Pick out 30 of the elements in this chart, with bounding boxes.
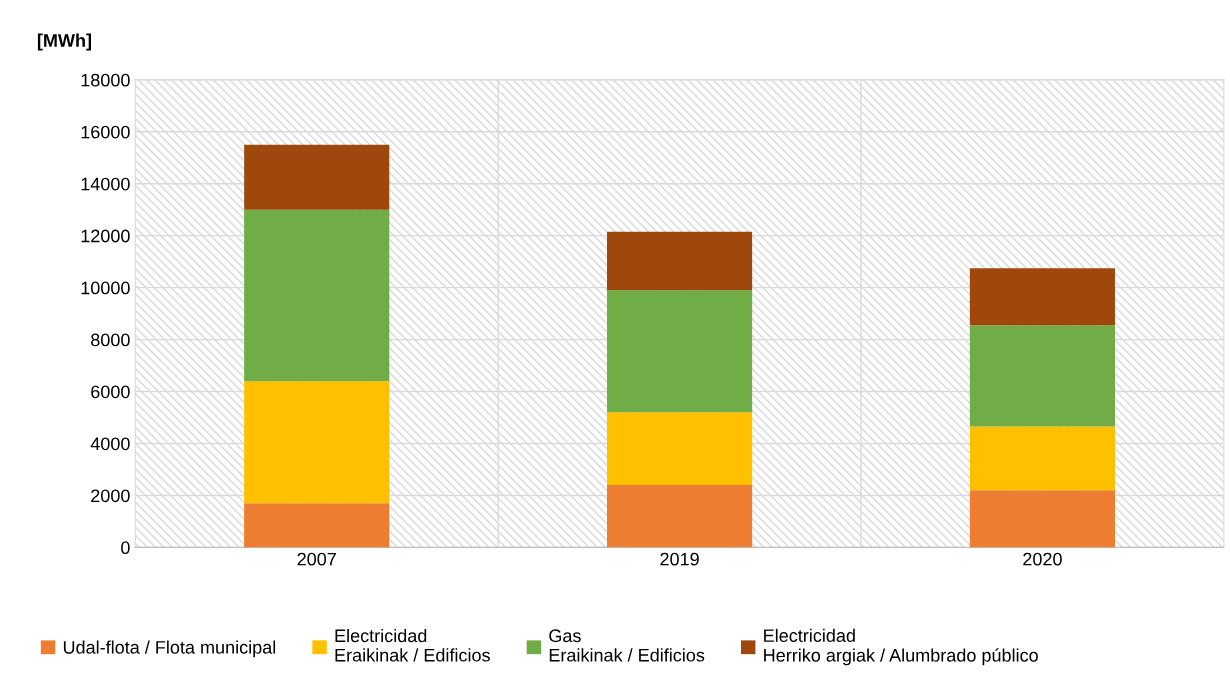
bar	[244, 209, 390, 382]
bar	[244, 144, 390, 210]
y-tick-label: 2000	[91, 489, 130, 503]
bar	[969, 426, 1115, 491]
y-tick-label: 8000	[91, 333, 130, 347]
legend-label: Electricidad Eraikinak / Edificios	[335, 628, 490, 662]
x-tick-label: 2007	[297, 552, 336, 566]
legend-label: Udal-flota / Flota municipal	[63, 640, 276, 658]
bar	[244, 503, 390, 548]
bar	[969, 268, 1115, 326]
legend-label: Electricidad Herriko argiak / Alumbrado público	[764, 628, 1038, 666]
y-tick-label: 12000	[81, 229, 130, 243]
y-tick-label: 4000	[90, 437, 130, 451]
y-tick-label: 10000	[81, 281, 130, 295]
x-tick-label: 2019	[660, 552, 699, 566]
y-tick-label: 16000	[81, 125, 130, 139]
y-tick-label: 6000	[91, 385, 130, 399]
bar	[607, 485, 753, 548]
bar	[607, 290, 753, 413]
legend-label: Gas Eraikinak / Edificios	[549, 629, 705, 662]
bar	[244, 381, 390, 504]
bar	[969, 325, 1115, 427]
y-tick-label: 14000	[81, 177, 130, 191]
y-tick-label: 0	[121, 541, 130, 555]
bar	[969, 490, 1115, 548]
bar	[607, 412, 753, 486]
bar	[607, 231, 753, 291]
y-tick-label: 18000	[81, 73, 130, 87]
x-tick-label: 2020	[1023, 552, 1062, 566]
y-axis-title: [MWh]	[37, 33, 92, 51]
